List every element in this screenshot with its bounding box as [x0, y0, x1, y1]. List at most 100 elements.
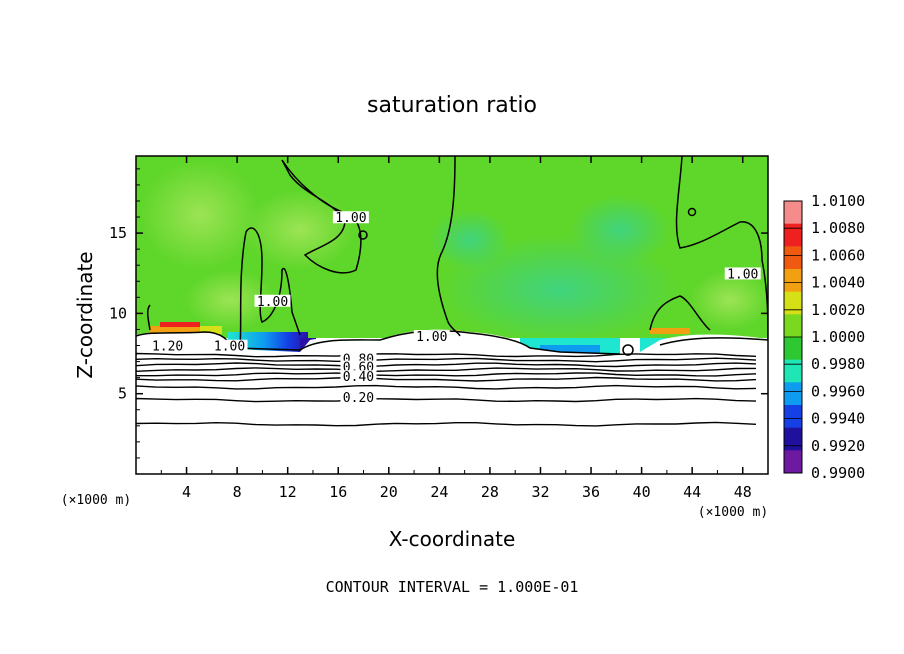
field-band	[200, 326, 222, 334]
field-band	[160, 322, 200, 327]
colorbar-segment	[784, 382, 802, 406]
contour-label: 1.00	[416, 330, 447, 345]
contour-lines	[136, 156, 768, 356]
x-tick-label: 32	[531, 483, 549, 501]
x-axis-label: X-coordinate	[389, 527, 516, 551]
x-tick-label: 28	[481, 483, 499, 501]
field-band	[150, 326, 210, 334]
x-tick-label: 4	[182, 483, 191, 501]
contour-1-00-right	[675, 156, 768, 341]
contour-line-horizontal	[136, 384, 757, 390]
contour-left-lobe	[146, 304, 151, 331]
contour-line-horizontal	[136, 397, 757, 403]
contour-interval-note: CONTOUR INTERVAL = 1.000E-01	[326, 578, 579, 596]
x-tick-label: 16	[329, 483, 347, 501]
colorbar-label: 1.0060	[811, 246, 865, 264]
contour-label: 1.00	[257, 295, 288, 310]
colorbar-label: 1.0100	[811, 192, 865, 210]
contour-loop	[358, 230, 368, 240]
contour-label-bg	[340, 391, 377, 404]
contour-right-lobe	[649, 295, 711, 331]
contour-cloud-top-right	[659, 337, 768, 346]
contour-label-bg	[413, 330, 450, 343]
colorbar-segment	[784, 269, 802, 293]
y-axis: 5 10 15	[109, 168, 768, 459]
field-patch	[185, 270, 275, 330]
contour-line-horizontal	[136, 362, 757, 368]
x-unit-label-right: (×1000 m)	[698, 505, 768, 520]
contour-label-bg	[211, 339, 248, 352]
field-band	[540, 345, 600, 355]
chart-title: saturation ratio	[367, 93, 537, 118]
colorbar-label: 0.9940	[811, 410, 865, 428]
colorbar-label: 0.9920	[811, 437, 865, 455]
colorbar-segment	[784, 337, 802, 361]
contour-cloud-top	[136, 330, 621, 355]
field-patch	[245, 190, 355, 270]
colorbar-segment	[784, 223, 802, 247]
x-tick-label: 36	[582, 483, 600, 501]
field-band	[650, 328, 690, 334]
contour-1-00-mid	[436, 156, 461, 337]
contour-label: 1.00	[727, 267, 758, 282]
contour-line-horizontal	[136, 367, 757, 373]
colorbar-label: 1.0040	[811, 274, 865, 292]
y-tick-label: 5	[118, 385, 127, 403]
colorbar-label: 1.0020	[811, 301, 865, 319]
colorbar-label: 0.9980	[811, 355, 865, 373]
horizontal-contours	[136, 352, 757, 427]
contour-label-bg	[332, 211, 369, 224]
contour-line-horizontal	[136, 421, 757, 427]
contour-label: 1.00	[335, 211, 366, 226]
contour-loop	[622, 344, 634, 356]
contour-cloud-edge	[239, 227, 301, 349]
contour-label: 1.20	[152, 340, 183, 355]
contour-label-bg	[724, 267, 761, 280]
x-tick-label: 12	[279, 483, 297, 501]
contour-line-horizontal	[136, 352, 757, 358]
y-tick-label: 15	[109, 224, 127, 242]
colorbar-segment	[784, 359, 802, 383]
colorbar-segment	[784, 291, 802, 315]
colorbar-label: 0.9900	[811, 464, 865, 482]
x-unit-label-left: (×1000 m)	[61, 493, 131, 508]
colorbar-label: 1.0000	[811, 328, 865, 346]
x-tick-label: 8	[233, 483, 242, 501]
x-tick-label: 44	[683, 483, 701, 501]
colorbar-label: 1.0080	[811, 219, 865, 237]
contour-label: 1.00	[214, 340, 245, 355]
contour-line-horizontal	[136, 357, 757, 363]
contour-line-horizontal	[136, 376, 757, 382]
contour-label-bg	[149, 339, 186, 352]
colorbar-segment	[784, 450, 802, 474]
contour-label-bg	[340, 360, 377, 373]
contour-labels: 1.001.201.001.001.001.000.800.600.400.20	[149, 211, 761, 406]
x-tick-label: 40	[633, 483, 651, 501]
x-tick-label: 48	[734, 483, 752, 501]
contour-label-bg	[254, 294, 291, 307]
colorbar-label: 0.9960	[811, 382, 865, 400]
colorbar-segment	[784, 201, 802, 225]
colorbar-segment	[784, 246, 802, 270]
plot-frame	[135, 155, 769, 475]
field-patch	[140, 160, 260, 270]
contour-1-00-upper	[281, 159, 362, 274]
x-axis: 4 8 12 16 20 24 28 32 36 40 44 48	[160, 156, 752, 501]
colorbar-segment	[784, 314, 802, 338]
x-tick-label: 20	[380, 483, 398, 501]
contour-line-horizontal	[136, 372, 757, 377]
contour-label: 0.40	[343, 370, 374, 385]
colorbar-segment	[784, 405, 802, 429]
field-patch	[570, 195, 670, 265]
contour-loop	[687, 207, 697, 217]
colorbar: 1.0100 1.0080 1.0060 1.0040 1.0020 1.0000 0.99…	[783, 192, 865, 482]
colorbar-segment	[784, 427, 802, 451]
contour-label-bg	[340, 370, 377, 383]
contour-label: 0.20	[343, 391, 374, 406]
heatmap-field	[136, 156, 768, 474]
field-patch	[690, 270, 768, 330]
x-tick-label: 24	[430, 483, 448, 501]
field-patch	[430, 210, 510, 270]
y-axis-label: Z-coordinate	[73, 251, 97, 378]
